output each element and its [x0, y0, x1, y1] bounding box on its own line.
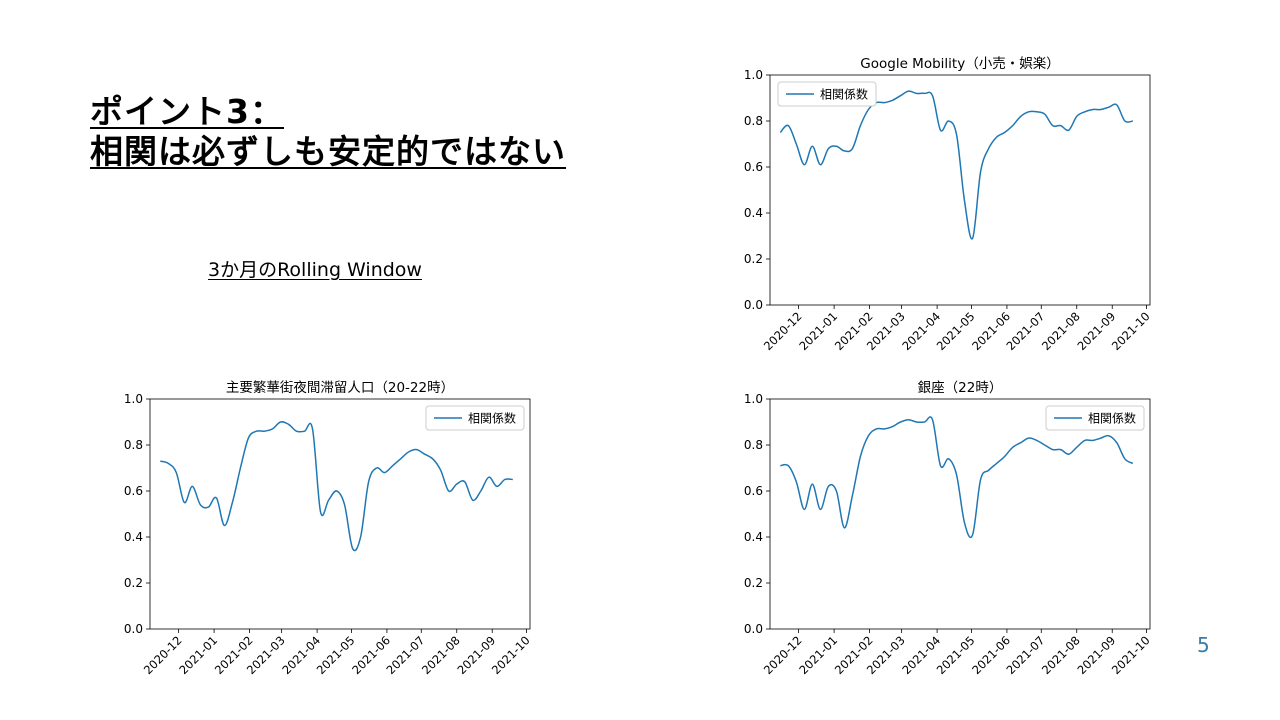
- x-tick-label: 2021-07: [1004, 633, 1048, 677]
- series-line: [160, 421, 513, 552]
- heading-line-2: 相関は必ずしも安定的ではない: [90, 131, 566, 171]
- chart-title: Google Mobility（小売・娯楽）: [860, 56, 1059, 72]
- y-tick-label: 0.0: [744, 622, 763, 636]
- x-tick-label: 2021-05: [314, 633, 358, 677]
- page-number: 5: [1197, 633, 1210, 657]
- x-tick-label: 2021-08: [1039, 309, 1083, 353]
- y-tick-label: 0.6: [744, 484, 763, 498]
- y-tick-label: 0.2: [744, 252, 763, 266]
- x-tick-label: 2021-07: [384, 633, 428, 677]
- y-tick-label: 1.0: [124, 392, 143, 406]
- chart-title: 主要繁華街夜間滞留人口（20-22時）: [226, 380, 454, 396]
- legend-label: 相関係数: [1088, 411, 1136, 426]
- slide-heading: ポイント3： 相関は必ずしも安定的ではない: [90, 92, 566, 171]
- x-tick-label: 2021-01: [176, 633, 220, 677]
- y-tick-label: 0.6: [124, 484, 143, 498]
- x-tick-label: 2021-10: [1109, 309, 1153, 353]
- x-tick-label: 2020-12: [761, 633, 805, 677]
- y-tick-label: 0.0: [744, 298, 763, 312]
- legend-box: [1045, 405, 1145, 431]
- y-tick-label: 0.2: [124, 576, 143, 590]
- y-tick-label: 0.4: [124, 530, 143, 544]
- rolling-window-subtitle: 3か月のRolling Window: [208, 259, 422, 281]
- y-tick-label: 0.8: [744, 438, 763, 452]
- plot-frame: [769, 398, 1151, 630]
- y-tick-label: 0.8: [124, 438, 143, 452]
- y-tick-label: 1.0: [744, 392, 763, 406]
- x-tick-label: 2021-05: [934, 633, 978, 677]
- y-tick-label: 0.0: [124, 622, 143, 636]
- x-tick-label: 2021-10: [489, 633, 533, 677]
- chart-nightlife-population: 主要繁華街夜間滞留人口（20-22時） 0.0 0.2 0.4 0.6 0.8 1.0 202…: [124, 380, 533, 677]
- x-tick-label: 2021-05: [934, 309, 978, 353]
- y-tick-label: 0.8: [744, 114, 763, 128]
- x-tick-label: 2021-10: [1109, 633, 1153, 677]
- y-tick-label: 1.0: [744, 68, 763, 82]
- chart-title: 銀座（22時）: [918, 380, 1003, 396]
- plot-frame: [769, 74, 1151, 306]
- x-tick-label: 2020-12: [761, 309, 805, 353]
- y-tick-label: 0.2: [744, 576, 763, 590]
- y-tick-label: 0.4: [744, 530, 763, 544]
- x-tick-label: 2021-08: [1039, 633, 1083, 677]
- x-tick-label: 2020-12: [141, 633, 185, 677]
- x-tick-label: 2021-08: [419, 633, 463, 677]
- y-tick-label: 0.4: [744, 206, 763, 220]
- series-line: [779, 90, 1133, 240]
- legend-label: 相関係数: [468, 411, 516, 426]
- chart-google-mobility: Google Mobility（小売・娯楽） 0.0 0.2 0.4 0.6 0.8 1.0…: [744, 56, 1153, 353]
- x-tick-label: 2021-01: [796, 633, 840, 677]
- legend-box: [777, 81, 877, 107]
- series-line: [780, 416, 1134, 539]
- heading-line-1: ポイント3：: [90, 92, 284, 131]
- x-tick-label: 2021-01: [796, 309, 840, 353]
- legend-box: [425, 405, 525, 431]
- plot-frame: [149, 398, 531, 630]
- legend-label: 相関係数: [820, 87, 868, 102]
- y-tick-label: 0.6: [744, 160, 763, 174]
- x-tick-label: 2021-07: [1004, 309, 1048, 353]
